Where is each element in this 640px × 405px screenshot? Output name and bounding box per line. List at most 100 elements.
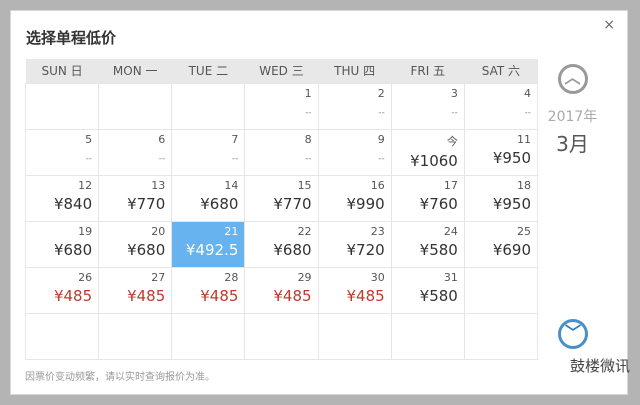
day-price: ¥680	[53, 240, 93, 259]
day-price: ¥485	[53, 286, 93, 305]
month-nav: ︿ 2017年 3月	[530, 60, 615, 157]
empty-cell	[98, 82, 173, 130]
day-number: 17	[443, 178, 458, 192]
day-cell[interactable]: 21 ¥492.5	[171, 220, 246, 268]
day-number: 3	[450, 86, 458, 100]
week-row: 26 ¥485 27 ¥485 28 ¥485 29 ¥485 30 ¥485 31 ¥580	[24, 266, 539, 314]
day-number: 23	[370, 224, 385, 238]
day-cell[interactable]: 4 --	[463, 82, 539, 130]
day-cell[interactable]: 18 ¥950	[463, 174, 539, 222]
day-price: ¥485	[127, 286, 166, 305]
day-cell[interactable]: 5 --	[24, 128, 100, 176]
day-price: ¥770	[127, 194, 166, 213]
day-cell[interactable]: 11 ¥950	[463, 128, 539, 176]
day-cell[interactable]: 27 ¥485	[98, 266, 173, 314]
day-cell[interactable]: 3 --	[390, 82, 465, 130]
day-cell[interactable]: 28 ¥485	[171, 266, 246, 314]
price-note: 因票价变动频繁，请以实时查询报价为准。	[25, 372, 215, 383]
day-cell[interactable]: 9 --	[317, 128, 392, 176]
day-cell[interactable]: 25 ¥690	[463, 220, 539, 268]
day-cell[interactable]: 16 ¥990	[317, 174, 392, 222]
year-label: 2017年	[547, 109, 598, 125]
day-number: 今	[446, 134, 458, 148]
weekday-header: TUE 二	[171, 59, 245, 83]
day-price: ¥950	[492, 194, 531, 213]
day-cell[interactable]: 26 ¥485	[24, 266, 100, 314]
day-price: ¥680	[273, 240, 312, 259]
calendar-grid: SUN 日 MON 一 TUE 二 WED 三 THU 四 FRI 五 SAT 六 1 -- 2…	[24, 59, 539, 360]
day-cell[interactable]: 24 ¥580	[390, 220, 465, 268]
day-cell[interactable]: 6 --	[98, 128, 173, 176]
day-cell[interactable]: 14 ¥680	[171, 174, 246, 222]
day-cell[interactable]: 22 ¥680	[244, 220, 319, 268]
day-price: ¥485	[273, 286, 312, 305]
day-cell[interactable]: 30 ¥485	[317, 266, 392, 314]
day-cell[interactable]: 8 --	[244, 128, 319, 176]
day-cell[interactable]: 19 ¥680	[24, 220, 100, 268]
day-number: 1	[304, 86, 312, 100]
empty-cell	[24, 312, 100, 360]
day-cell[interactable]: 2 --	[317, 82, 392, 130]
day-number: 20	[151, 224, 166, 238]
day-price: --	[378, 107, 385, 118]
day-cell[interactable]: 23 ¥720	[317, 220, 392, 268]
day-price: ¥680	[127, 240, 166, 259]
empty-cell	[24, 82, 100, 130]
day-number: 30	[370, 270, 385, 284]
day-cell[interactable]: 13 ¥770	[98, 174, 173, 222]
day-price: --	[85, 153, 93, 164]
day-number: 27	[151, 270, 166, 284]
day-price: ¥690	[492, 240, 531, 259]
day-price: ¥760	[419, 194, 458, 213]
day-number: 26	[78, 270, 93, 284]
day-price: ¥770	[273, 194, 312, 213]
day-cell[interactable]: 31 ¥580	[390, 266, 465, 314]
empty-cell	[244, 312, 319, 360]
day-number: 6	[158, 132, 166, 146]
day-cell[interactable]: 15 ¥770	[244, 174, 319, 222]
empty-cell	[171, 82, 246, 130]
day-cell[interactable]: 29 ¥485	[244, 266, 319, 314]
empty-cell	[317, 312, 392, 360]
day-price: ¥485	[346, 286, 385, 305]
day-price: ¥1060	[410, 151, 458, 170]
day-price: ¥950	[492, 148, 531, 167]
day-price: ¥990	[346, 194, 385, 213]
week-row: 5 -- 6 -- 7 -- 8 -- 9 -- 今 ¥1060 11 ¥950	[24, 128, 539, 176]
day-price: ¥840	[53, 194, 93, 213]
week-row	[24, 312, 539, 360]
day-number: 31	[443, 270, 458, 284]
chevron-down-circle-icon[interactable]: ﹀	[558, 319, 588, 349]
month-label: 3月	[556, 132, 589, 156]
close-icon[interactable]: ×	[603, 17, 615, 33]
empty-cell	[463, 312, 539, 360]
dialog-title: 选择单程低价	[26, 29, 117, 47]
day-cell[interactable]: 1 --	[244, 82, 319, 130]
day-number: 8	[304, 132, 312, 146]
weekday-header: SAT 六	[464, 59, 538, 83]
day-number: 24	[443, 224, 458, 238]
day-number: 19	[78, 224, 93, 238]
day-price: --	[378, 153, 385, 164]
day-number: 25	[517, 224, 531, 238]
day-number: 16	[370, 178, 385, 192]
day-number: 14	[224, 178, 239, 192]
day-number: 28	[224, 270, 239, 284]
day-cell[interactable]: 20 ¥680	[98, 220, 173, 268]
day-price: ¥720	[346, 240, 385, 259]
day-number: 18	[517, 178, 531, 192]
chevron-up-circle-icon[interactable]: ︿	[557, 64, 588, 94]
day-number: 15	[297, 178, 312, 192]
day-price: --	[158, 153, 166, 164]
day-price: ¥492.5	[185, 240, 239, 259]
weekday-header: MON 一	[98, 59, 172, 83]
empty-cell	[390, 312, 465, 360]
day-price: --	[524, 107, 532, 118]
day-price: ¥680	[200, 194, 239, 213]
day-price: --	[451, 107, 458, 118]
day-cell[interactable]: 今 ¥1060	[390, 128, 465, 176]
day-cell[interactable]: 7 --	[171, 128, 246, 176]
day-number: 11	[517, 132, 531, 146]
day-cell[interactable]: 12 ¥840	[24, 174, 100, 222]
day-cell[interactable]: 17 ¥760	[390, 174, 465, 222]
